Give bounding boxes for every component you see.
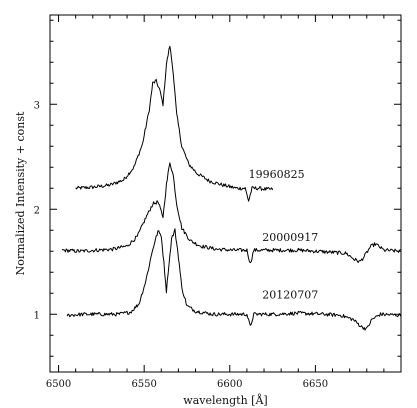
x-axis-label: wavelength [Å]: [183, 393, 267, 407]
series-layer: [61, 45, 402, 331]
series-label-20120707: 20120707: [262, 289, 318, 302]
spectrum-line-19960825: [75, 45, 274, 202]
series-label-20000917: 20000917: [262, 231, 318, 244]
plot-border: [49, 14, 402, 373]
x-tick-label: 6500: [46, 379, 71, 390]
spectrum-line-20000917: [61, 162, 401, 264]
x-tick-label: 6650: [303, 379, 328, 390]
y-tick-label: 2: [34, 205, 40, 216]
x-tick-label: 6550: [131, 379, 156, 390]
x-tick-label: 6600: [217, 379, 242, 390]
axis-tick-labels: 6500 6550 6600 6650 1 2 3: [34, 100, 328, 390]
plot-frame: [49, 14, 402, 373]
series-labels: 19960825 20000917 20120707: [249, 168, 319, 302]
y-tick-label: 3: [34, 100, 40, 111]
spectrum-line-20120707: [66, 228, 402, 331]
y-tick-label: 1: [34, 310, 40, 321]
axis-ticks: [50, 15, 402, 372]
series-label-19960825: 19960825: [249, 168, 305, 181]
y-axis-label: Normalized Intensity + const: [14, 111, 27, 275]
